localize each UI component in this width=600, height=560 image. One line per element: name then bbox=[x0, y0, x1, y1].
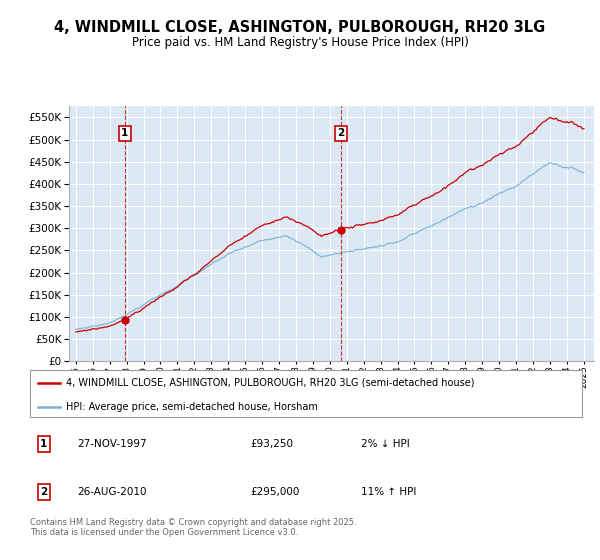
Text: 2: 2 bbox=[40, 487, 47, 497]
Text: 26-AUG-2010: 26-AUG-2010 bbox=[77, 487, 146, 497]
Text: 27-NOV-1997: 27-NOV-1997 bbox=[77, 439, 146, 449]
Text: HPI: Average price, semi-detached house, Horsham: HPI: Average price, semi-detached house,… bbox=[66, 402, 318, 412]
Text: 11% ↑ HPI: 11% ↑ HPI bbox=[361, 487, 416, 497]
FancyBboxPatch shape bbox=[30, 370, 582, 417]
Text: 1: 1 bbox=[40, 439, 47, 449]
Text: 1: 1 bbox=[121, 128, 128, 138]
Text: Contains HM Land Registry data © Crown copyright and database right 2025.
This d: Contains HM Land Registry data © Crown c… bbox=[30, 518, 356, 538]
Text: 4, WINDMILL CLOSE, ASHINGTON, PULBOROUGH, RH20 3LG (semi-detached house): 4, WINDMILL CLOSE, ASHINGTON, PULBOROUGH… bbox=[66, 378, 475, 388]
Text: 2: 2 bbox=[337, 128, 344, 138]
Text: £295,000: £295,000 bbox=[251, 487, 300, 497]
Text: Price paid vs. HM Land Registry's House Price Index (HPI): Price paid vs. HM Land Registry's House … bbox=[131, 36, 469, 49]
Text: 2% ↓ HPI: 2% ↓ HPI bbox=[361, 439, 410, 449]
Text: £93,250: £93,250 bbox=[251, 439, 294, 449]
Text: 4, WINDMILL CLOSE, ASHINGTON, PULBOROUGH, RH20 3LG: 4, WINDMILL CLOSE, ASHINGTON, PULBOROUGH… bbox=[55, 20, 545, 35]
